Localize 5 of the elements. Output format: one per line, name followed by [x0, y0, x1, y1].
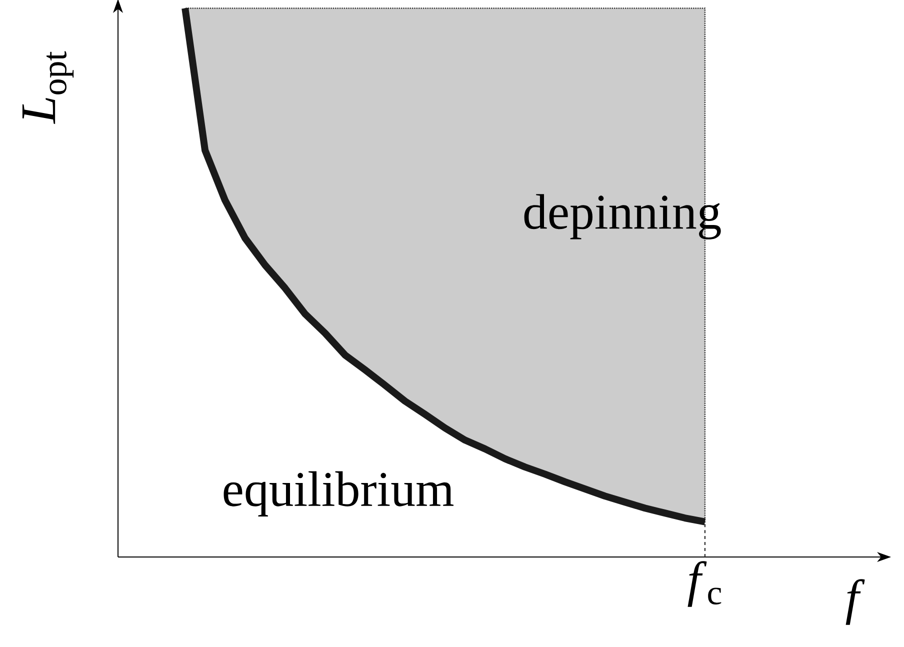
- annotation: depinning: [524, 194, 721, 240]
- text: f$_{c}$: [688, 561, 722, 607]
- y-axis-title: L$_{opt}$: [22, 51, 74, 124]
- x-axis-title: f: [846, 579, 865, 625]
- annotation: equilibrium: [224, 471, 454, 516]
